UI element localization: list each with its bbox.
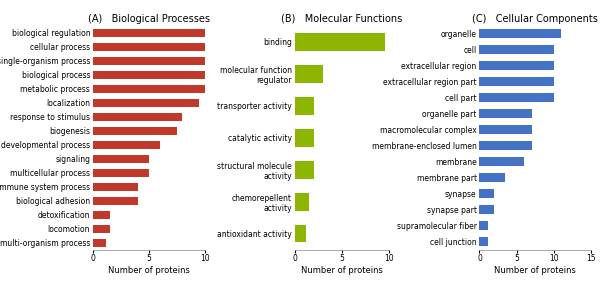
Bar — [93, 141, 160, 149]
Bar — [295, 33, 385, 51]
Bar — [93, 113, 182, 121]
Bar — [93, 57, 205, 65]
X-axis label: Number of proteins: Number of proteins — [108, 266, 190, 275]
Title: (A)   Biological Processes: (A) Biological Processes — [88, 14, 210, 24]
Bar — [93, 85, 205, 93]
X-axis label: Number of proteins: Number of proteins — [494, 266, 576, 275]
Bar — [93, 169, 149, 177]
Bar — [479, 45, 554, 54]
Bar — [93, 225, 110, 232]
Bar — [295, 193, 309, 211]
Bar — [295, 65, 323, 83]
Bar — [479, 237, 488, 246]
Bar — [93, 183, 137, 191]
Bar — [479, 109, 532, 118]
Bar — [479, 93, 554, 102]
Bar — [295, 225, 306, 243]
X-axis label: Number of proteins: Number of proteins — [301, 266, 383, 275]
Bar — [93, 43, 205, 51]
Bar — [93, 211, 110, 219]
Bar — [479, 189, 494, 198]
Bar — [93, 155, 149, 163]
Bar — [479, 157, 524, 166]
Bar — [479, 141, 532, 150]
Bar — [479, 125, 532, 134]
Bar — [295, 97, 314, 115]
Bar — [479, 30, 561, 38]
Bar — [479, 205, 494, 214]
Title: (B)   Molecular Functions: (B) Molecular Functions — [281, 14, 403, 24]
Bar — [93, 71, 205, 79]
Bar — [295, 161, 314, 179]
Bar — [479, 61, 554, 70]
Bar — [93, 239, 106, 247]
Title: (C)   Cellular Components: (C) Cellular Components — [472, 14, 598, 24]
Bar — [479, 77, 554, 86]
Bar — [93, 99, 199, 107]
Bar — [93, 197, 137, 205]
Bar — [93, 127, 176, 135]
Bar — [295, 129, 314, 147]
Bar — [479, 173, 505, 182]
Bar — [479, 221, 488, 230]
Bar — [93, 29, 205, 37]
